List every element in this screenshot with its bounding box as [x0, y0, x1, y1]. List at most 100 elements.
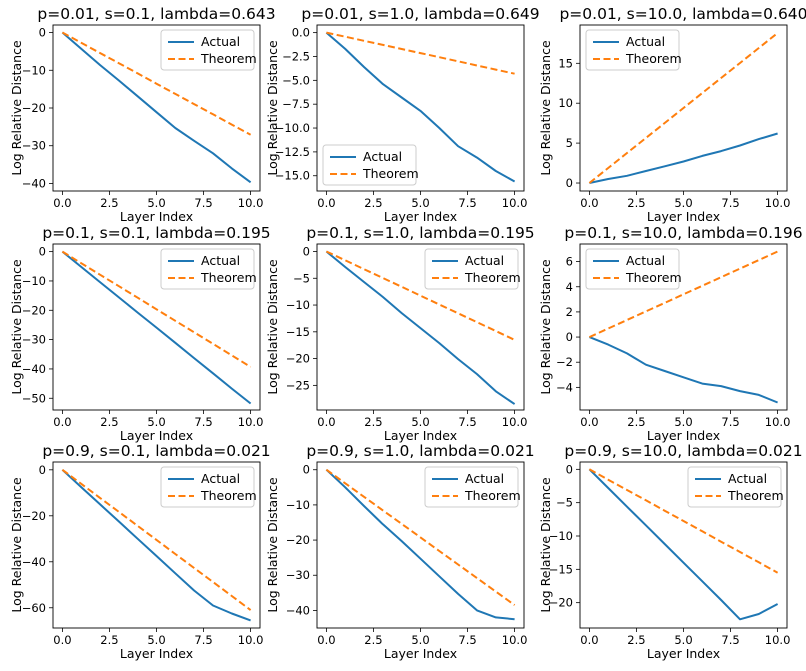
y-tick-label: −10 [22, 63, 46, 77]
series-line-actual [589, 336, 778, 404]
y-tick-label: 0 [303, 244, 310, 258]
series-line-actual [325, 468, 515, 621]
x-tick-label: 7.5 [194, 415, 212, 429]
y-tick-label: −40 [22, 176, 46, 190]
y-tick-label: −7.5 [282, 97, 310, 111]
x-tick-label: 10.0 [502, 415, 528, 429]
y-axis-label: Log Relative Distance [538, 477, 553, 613]
x-tick-label: 5.0 [147, 633, 165, 647]
y-tick-label: −2.5 [282, 49, 310, 63]
legend-actual-label: Actual [465, 471, 504, 486]
subplot-4: p=0.1, s=0.1, lambda=0.195 0.0 2.5 5.0 7.5 10… [9, 224, 271, 443]
y-tick-label: −30 [22, 333, 46, 347]
series-line-theorem [61, 468, 252, 611]
y-tick-label: −10 [22, 274, 46, 288]
legend-actual-label: Actual [201, 253, 240, 268]
x-tick-label: 2.5 [627, 196, 645, 210]
y-tick-label: −50 [22, 391, 46, 405]
y-tick-label: −20 [549, 596, 573, 610]
plot-frame [52, 461, 261, 629]
y-tick-label: −10 [286, 298, 310, 312]
x-tick-label: 0.0 [53, 633, 71, 647]
y-tick-label: −4 [556, 380, 573, 394]
y-axis-label: Log Relative Distance [265, 477, 280, 613]
x-tick-label: 2.5 [364, 415, 382, 429]
subplot-title: p=0.1, s=0.1, lambda=0.195 [42, 224, 270, 242]
y-tick-label: 0 [566, 462, 573, 476]
x-tick-label: 5.0 [411, 415, 429, 429]
legend-theorem-label: Theorem [625, 51, 682, 66]
plot-frame [316, 243, 525, 411]
y-axis-label: Log Relative Distance [9, 477, 24, 613]
legend-theorem-label: Theorem [464, 488, 521, 503]
subplot-5: p=0.1, s=1.0, lambda=0.195 0.0 2.5 5.0 7.5 10… [265, 224, 535, 443]
x-tick-label: 10.0 [765, 415, 791, 429]
legend: Actual Theorem [687, 466, 784, 508]
x-axis-label: Layer Index [120, 209, 193, 224]
y-tick-label: 6 [566, 255, 573, 269]
legend-theorem-label: Theorem [362, 166, 419, 181]
y-tick-label: −12.5 [275, 145, 310, 159]
legend: Actual Theorem [160, 248, 257, 290]
x-tick-label: 7.5 [194, 633, 212, 647]
subplot-8: p=0.9, s=1.0, lambda=0.021 0.0 2.5 5.0 7.5 10… [265, 442, 535, 661]
subplot-2: p=0.01, s=1.0, lambda=0.649 0.0 2.5 5.0 7.5 1… [265, 5, 540, 224]
series-line-actual [325, 31, 516, 183]
y-tick-label: 2 [566, 305, 573, 319]
legend-theorem-label: Theorem [464, 270, 521, 285]
series-line-actual [61, 250, 252, 405]
y-tick-label: −30 [286, 568, 310, 582]
x-tick-label: 7.5 [721, 415, 739, 429]
subplot-6: p=0.1, s=10.0, lambda=0.196 0.0 2.5 5.0 7.5 1… [538, 224, 803, 443]
legend: Actual Theorem [585, 248, 682, 290]
x-axis-label: Layer Index [384, 428, 457, 443]
legend-actual-label: Actual [728, 471, 767, 486]
subplot-3: p=0.01, s=10.0, lambda=0.640 0.0 2.5 5.0 7.5… [538, 5, 806, 224]
legend-theorem-label: Theorem [200, 488, 257, 503]
legend-actual-label: Actual [201, 471, 240, 486]
y-tick-label: −10 [286, 498, 310, 512]
x-axis-label: Layer Index [647, 428, 720, 443]
x-axis-label: Layer Index [120, 646, 193, 661]
legend-actual-label: Actual [626, 253, 665, 268]
legend-actual-label: Actual [465, 253, 504, 268]
series-line-theorem [61, 31, 252, 136]
y-tick-label: −10.0 [275, 121, 310, 135]
plot-frame [579, 24, 788, 192]
series-line-theorem [325, 468, 516, 606]
x-tick-label: 0.0 [317, 415, 335, 429]
legend-actual-label: Actual [626, 34, 665, 49]
y-tick-label: 15 [558, 56, 573, 70]
plot-frame [52, 24, 261, 192]
x-tick-label: 0.0 [317, 196, 335, 210]
y-tick-label: −20 [22, 101, 46, 115]
x-tick-label: 10.0 [765, 633, 791, 647]
y-axis-label: Log Relative Distance [538, 259, 553, 395]
x-tick-label: 7.5 [721, 633, 739, 647]
x-tick-label: 2.5 [100, 633, 118, 647]
series-line-theorem [326, 31, 515, 75]
x-tick-label: 2.5 [364, 633, 382, 647]
y-tick-label: 5 [566, 136, 573, 150]
y-axis-label: Log Relative Distance [265, 40, 280, 176]
x-axis-label: Layer Index [120, 428, 193, 443]
x-tick-label: 10.0 [502, 196, 528, 210]
x-tick-label: 5.0 [411, 633, 429, 647]
legend: Actual Theorem [424, 248, 521, 290]
plot-frame [579, 243, 788, 411]
y-tick-label: 0 [39, 26, 46, 40]
x-tick-label: 0.0 [317, 633, 335, 647]
x-tick-label: 10.0 [238, 633, 264, 647]
subplot-title: p=0.1, s=10.0, lambda=0.196 [564, 224, 802, 242]
y-tick-label: 10 [558, 96, 573, 110]
plot-frame [579, 461, 788, 629]
series-line-actual [589, 132, 778, 184]
series-line-theorem [61, 250, 252, 368]
x-tick-label: 7.5 [721, 196, 739, 210]
y-tick-label: −20 [286, 533, 310, 547]
subplot-title: p=0.9, s=0.1, lambda=0.021 [42, 442, 270, 460]
series-line-actual [61, 31, 252, 184]
legend: Actual Theorem [424, 466, 521, 508]
legend-theorem-label: Theorem [200, 270, 257, 285]
x-tick-label: 5.0 [674, 633, 692, 647]
